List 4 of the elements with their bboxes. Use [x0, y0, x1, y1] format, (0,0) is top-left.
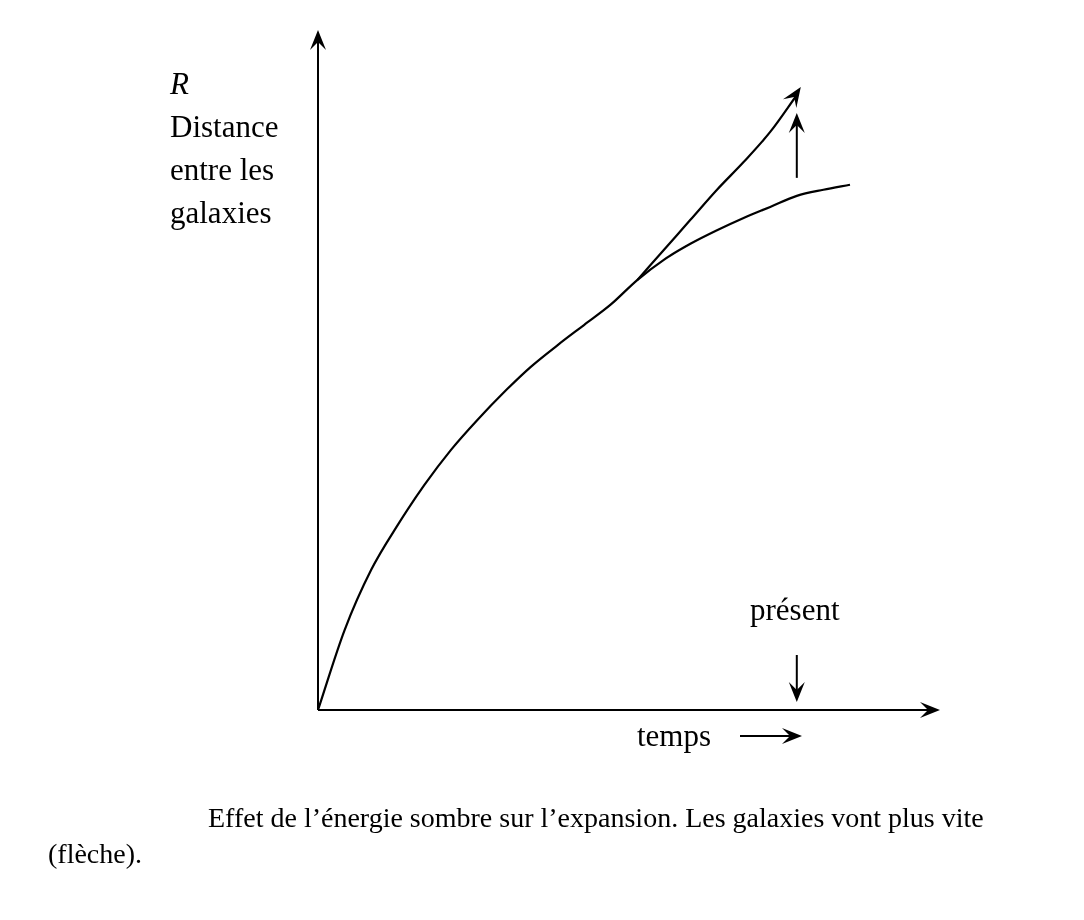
text: Effet de l’énergie sombre sur l’expansion. Les galaxies vont plus vite (flèche).: [48, 802, 984, 869]
x-axis-title: temps: [637, 717, 712, 755]
annotation: présent: [750, 591, 840, 629]
y-axis-title: R Distance entre les galaxies: [170, 65, 280, 232]
